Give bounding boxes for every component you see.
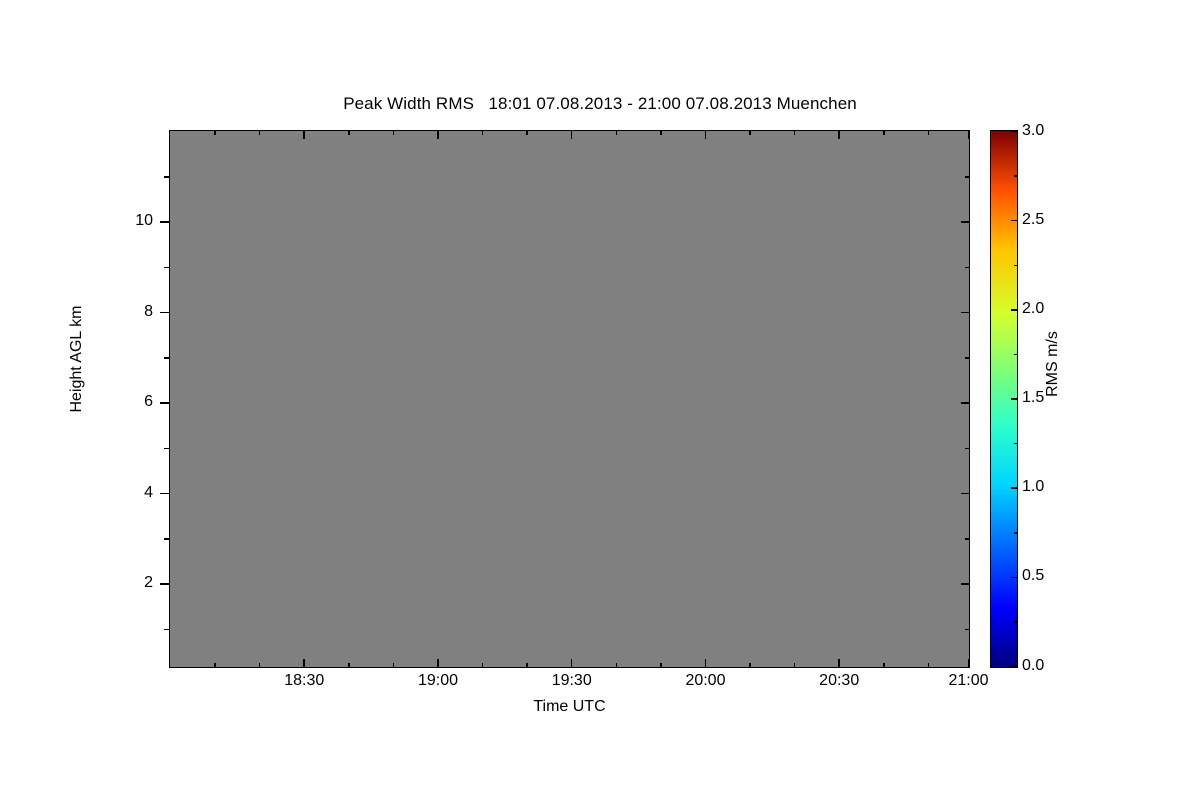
colorbar-tick — [1011, 130, 1018, 133]
colorbar-tick-minor — [1014, 621, 1018, 623]
x-axis-title: Time UTC — [533, 698, 606, 715]
y-axis-title: Height AGL km — [68, 305, 85, 413]
x-tick-minor — [348, 663, 350, 668]
colorbar-tick — [1011, 398, 1018, 400]
colorbar-tick-minor — [1014, 532, 1018, 534]
x-tick-minor — [258, 663, 261, 668]
y-tick-minor-right — [965, 447, 970, 449]
colorbar-title: RMS m/s — [1044, 331, 1061, 397]
colorbar-tick — [1011, 665, 1018, 668]
y-tick-label: 2 — [144, 574, 153, 591]
colorbar-tick — [1011, 219, 1018, 222]
x-tick-top — [437, 130, 439, 139]
y-tick-right — [961, 402, 970, 404]
y-tick-minor — [164, 176, 169, 178]
x-tick-minor-top — [348, 130, 350, 135]
y-tick-right — [961, 221, 970, 223]
y-tick-minor-right — [965, 357, 970, 359]
colorbar-tick-minor — [1014, 442, 1018, 445]
y-tick — [160, 402, 169, 404]
y-tick-label: 10 — [135, 212, 153, 229]
x-tick-minor — [793, 663, 796, 668]
x-tick — [704, 659, 707, 668]
colorbar-tick — [1011, 576, 1018, 579]
y-tick-right — [961, 311, 970, 314]
x-tick-top — [838, 130, 840, 139]
x-tick-label: 19:00 — [417, 672, 458, 689]
x-tick-minor-top — [615, 130, 618, 135]
x-tick-minor — [481, 663, 484, 668]
x-tick-minor — [526, 663, 528, 668]
x-tick-minor-top — [883, 130, 885, 135]
x-tick-minor-top — [793, 130, 796, 135]
x-tick-minor — [883, 663, 885, 668]
x-tick-minor-top — [481, 130, 484, 135]
y-tick-minor — [164, 628, 169, 630]
y-tick-minor — [164, 447, 169, 449]
x-tick — [437, 659, 439, 668]
colorbar-tick-label: 3.0 — [1022, 121, 1045, 139]
x-tick-top — [303, 130, 305, 139]
x-tick-top — [967, 130, 970, 139]
y-tick — [160, 583, 169, 585]
colorbar-tick — [1011, 487, 1018, 489]
x-tick — [967, 659, 970, 668]
x-tick-label: 18:30 — [284, 672, 325, 689]
y-tick-minor-right — [965, 538, 970, 540]
x-tick-minor — [927, 663, 930, 668]
y-tick-label: 6 — [144, 393, 153, 410]
y-tick-minor-right — [965, 266, 970, 268]
colorbar-tick-label: 2.5 — [1022, 210, 1045, 228]
y-tick-right — [961, 583, 970, 585]
x-tick-label: 19:30 — [551, 672, 592, 689]
plot-area — [169, 130, 970, 668]
x-tick-minor-top — [392, 130, 395, 135]
y-tick-minor-right — [965, 628, 970, 630]
x-tick-label: 20:00 — [685, 672, 726, 689]
x-tick-minor — [392, 663, 395, 668]
y-tick — [160, 311, 169, 314]
x-tick — [303, 659, 305, 668]
y-tick-minor-right — [965, 176, 970, 178]
x-tick-minor — [615, 663, 618, 668]
x-tick-label: 21:00 — [948, 672, 989, 689]
y-tick-right — [961, 492, 970, 495]
x-tick-minor-top — [749, 130, 751, 135]
x-tick-minor — [660, 663, 662, 668]
x-tick-minor-top — [927, 130, 930, 135]
colorbar-tick-minor — [1014, 353, 1018, 356]
y-tick-minor — [164, 266, 169, 268]
y-tick-label: 8 — [144, 302, 153, 320]
x-tick-minor-top — [258, 130, 261, 135]
colorbar-tick — [1011, 309, 1018, 311]
x-tick-top — [570, 130, 573, 139]
x-tick-label: 20:30 — [819, 672, 860, 689]
x-tick-minor-top — [660, 130, 662, 135]
x-tick — [570, 659, 573, 668]
colorbar-tick-label: 0.0 — [1022, 656, 1045, 674]
colorbar-tick-label: 2.0 — [1022, 299, 1045, 317]
x-tick — [838, 659, 840, 668]
x-tick-minor — [749, 663, 751, 668]
x-tick-minor-top — [214, 130, 216, 135]
y-tick-minor — [164, 357, 169, 359]
y-tick-label: 4 — [144, 483, 153, 501]
heatmap-image — [170, 131, 968, 666]
colorbar-tick-minor — [1014, 175, 1018, 177]
colorbar-tick-label: 0.5 — [1022, 567, 1045, 585]
y-tick-minor — [164, 538, 169, 540]
y-tick — [160, 221, 169, 223]
chart-title: Peak Width RMS 18:01 07.08.2013 - 21:00 … — [343, 94, 857, 113]
x-tick-top — [704, 130, 707, 139]
x-tick-minor — [214, 663, 216, 668]
x-tick-minor-top — [526, 130, 528, 135]
colorbar-tick-label: 1.0 — [1022, 478, 1045, 496]
colorbar-tick-label: 1.5 — [1022, 389, 1045, 406]
y-tick — [160, 492, 169, 495]
colorbar-tick-minor — [1014, 264, 1018, 266]
